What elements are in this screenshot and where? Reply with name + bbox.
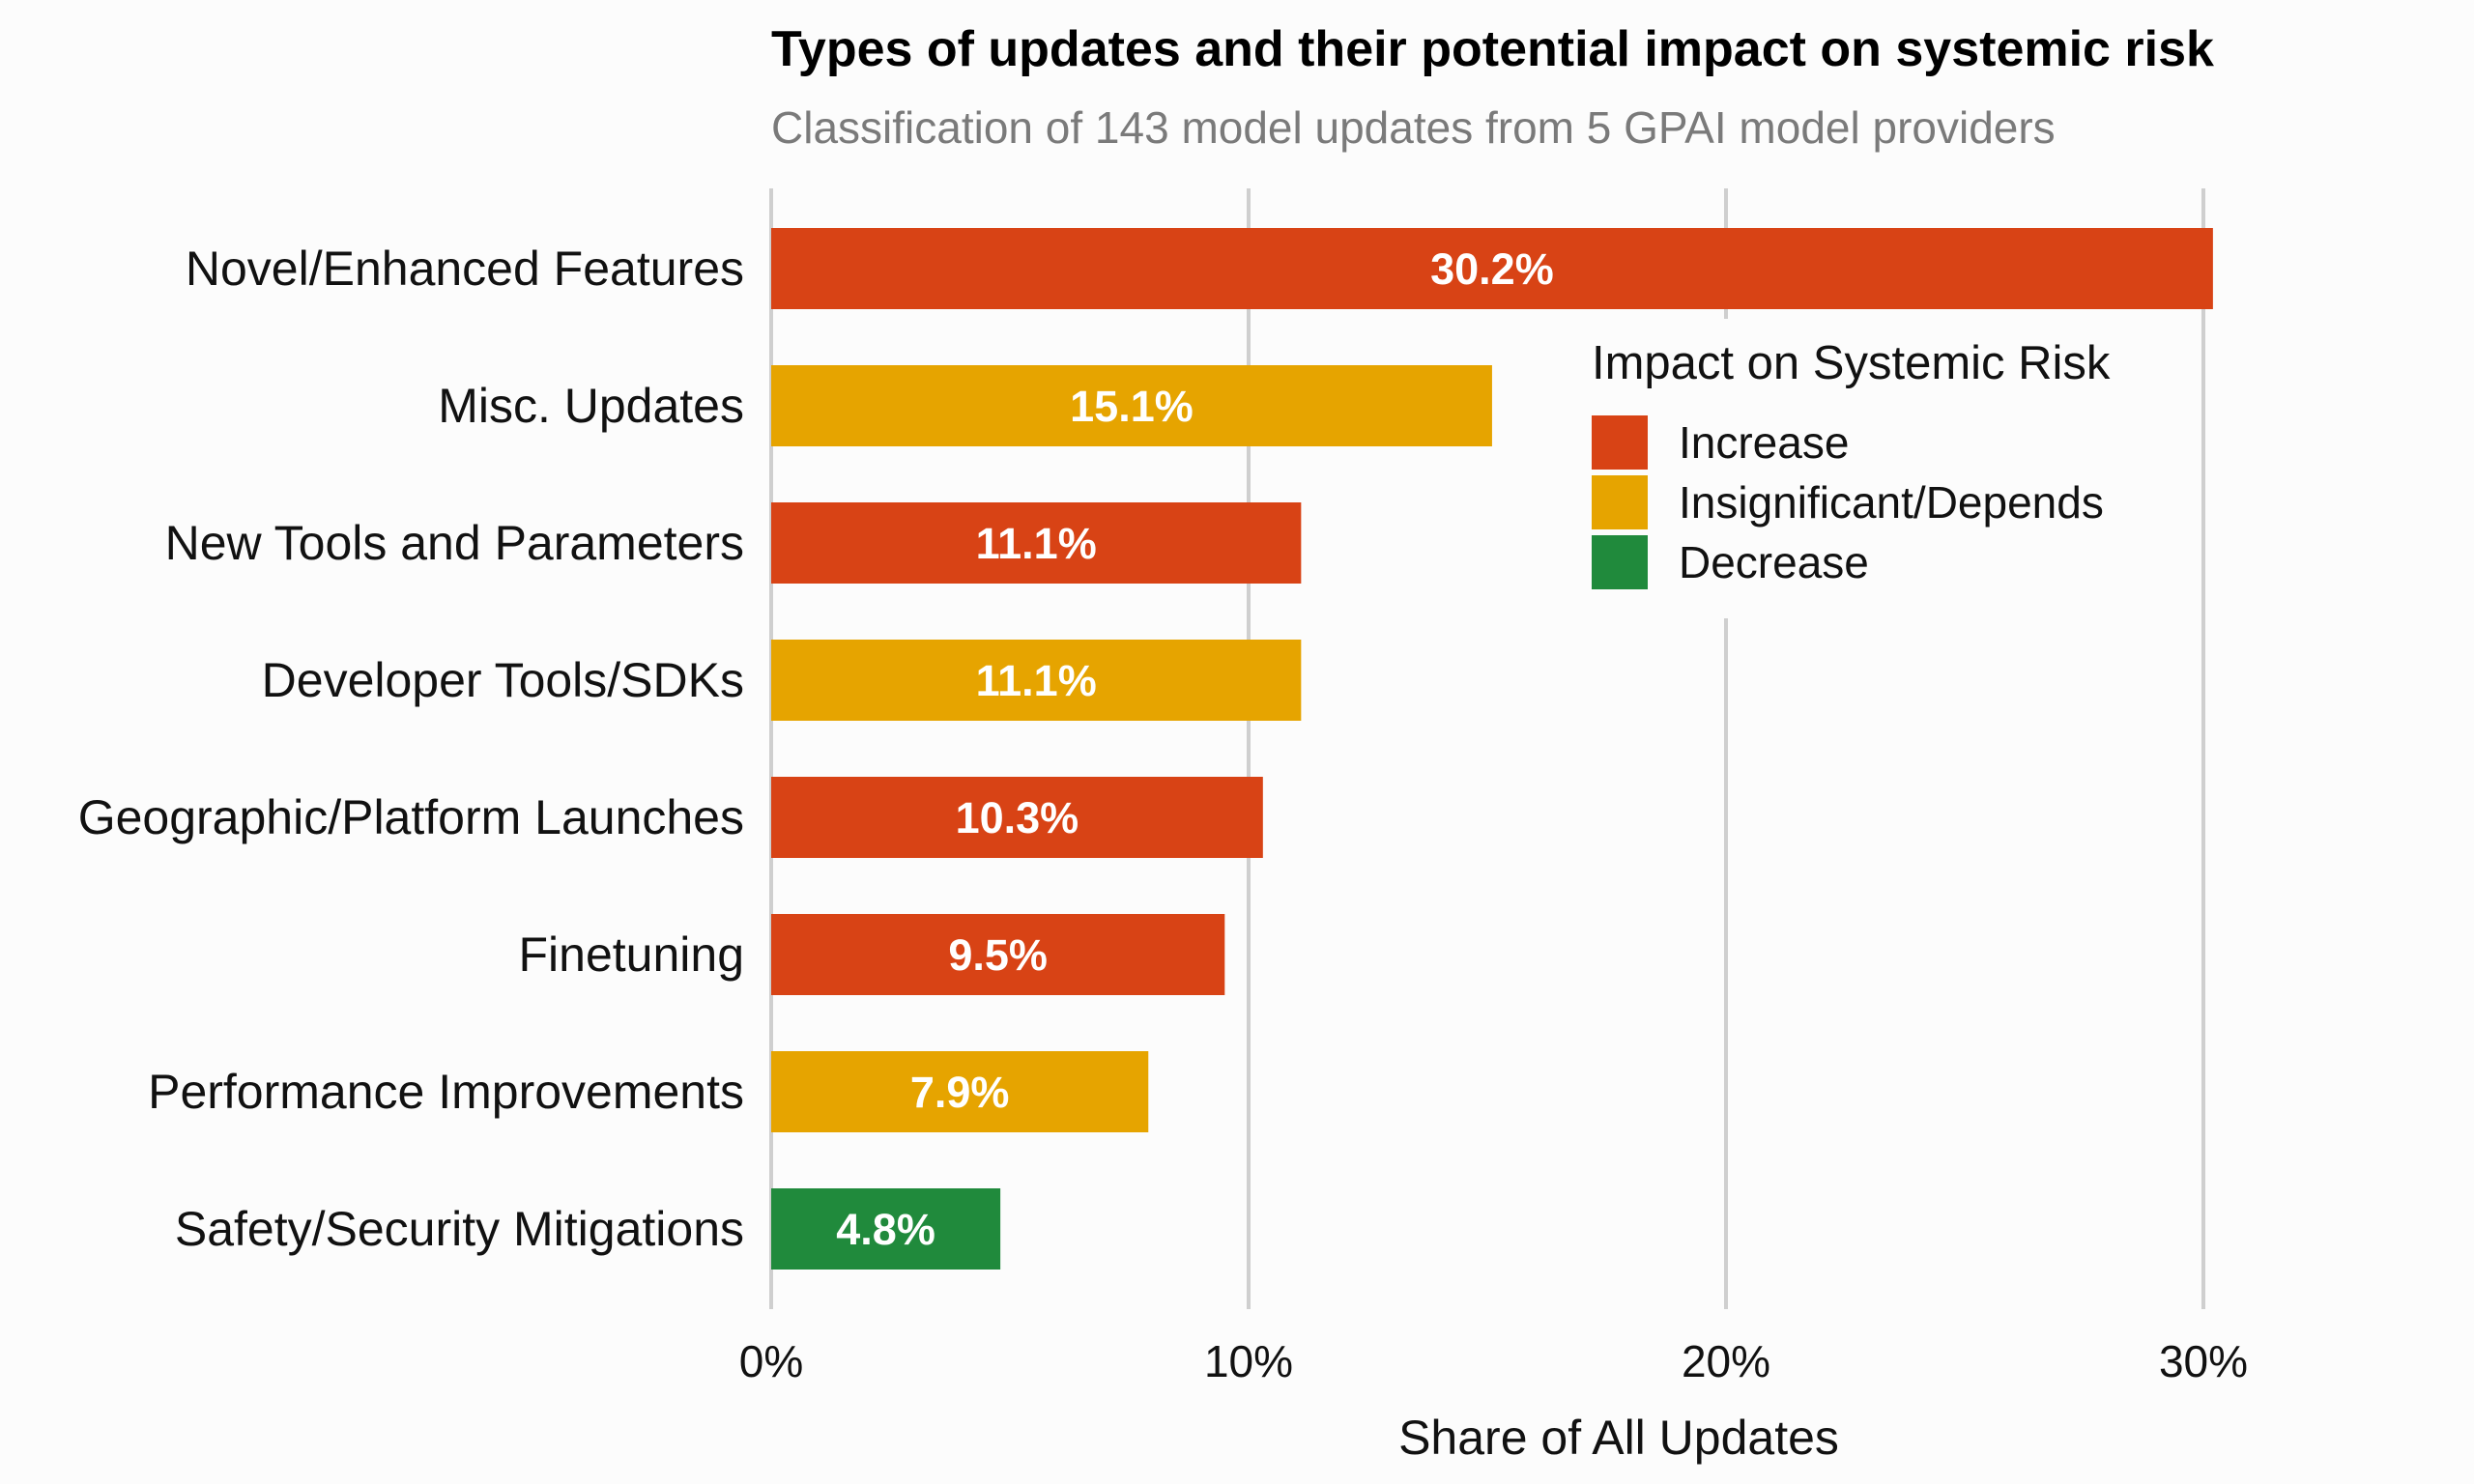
data-label-0: 30.2% bbox=[1430, 244, 1554, 294]
chart-subtitle: Classification of 143 model updates from… bbox=[771, 102, 2056, 153]
category-label-3: Developer Tools/SDKs bbox=[262, 653, 744, 707]
bar-7 bbox=[771, 1188, 1001, 1270]
bar-4 bbox=[771, 777, 1263, 858]
data-label-2: 11.1% bbox=[976, 519, 1097, 568]
legend-title: Impact on Systemic Risk bbox=[1592, 337, 2111, 389]
category-label-4: Geographic/Platform Launches bbox=[78, 790, 744, 844]
bars: 30.2% 15.1% 11.1% 11.1% 10.3% 9.5% 7.9% 4.8% bbox=[771, 228, 2213, 1270]
legend-label-insignificant: Insignificant/Depends bbox=[1679, 477, 2104, 528]
legend-label-increase: Increase bbox=[1679, 417, 1849, 468]
category-label-1: Misc. Updates bbox=[438, 379, 744, 433]
category-label-7: Safety/Security Mitigations bbox=[175, 1202, 744, 1256]
bar-5 bbox=[771, 914, 1225, 995]
bar-6 bbox=[771, 1051, 1149, 1132]
data-label-4: 10.3% bbox=[956, 793, 1079, 842]
bar-1 bbox=[771, 365, 1492, 446]
legend: Impact on Systemic Risk Increase Insignif… bbox=[1592, 337, 2111, 589]
legend-background bbox=[1575, 319, 2174, 618]
bar-2 bbox=[771, 502, 1302, 584]
category-label-5: Finetuning bbox=[519, 928, 745, 982]
category-label-0: Novel/Enhanced Features bbox=[186, 242, 744, 296]
legend-swatch-insignificant bbox=[1592, 475, 1648, 529]
data-label-5: 9.5% bbox=[948, 930, 1048, 980]
data-label-1: 15.1% bbox=[1070, 382, 1194, 431]
legend-swatch-increase bbox=[1592, 415, 1648, 470]
x-tick-label-30: 30% bbox=[2159, 1336, 2248, 1386]
category-label-2: New Tools and Parameters bbox=[165, 516, 744, 570]
bar-0 bbox=[771, 228, 2213, 309]
x-tick-label-0: 0% bbox=[739, 1336, 803, 1386]
category-labels: Novel/Enhanced Features Misc. Updates New … bbox=[78, 242, 744, 1256]
chart-title: Types of updates and their potential imp… bbox=[771, 21, 2214, 77]
legend-box bbox=[1575, 319, 2174, 618]
legend-swatch-decrease bbox=[1592, 535, 1648, 589]
bar-3 bbox=[771, 640, 1302, 721]
x-tick-label-20: 20% bbox=[1682, 1336, 1770, 1386]
category-label-6: Performance Improvements bbox=[148, 1065, 744, 1119]
x-axis-title: Share of All Updates bbox=[1398, 1411, 1839, 1465]
x-tick-labels: 0% 10% 20% 30% bbox=[739, 1336, 2248, 1386]
legend-label-decrease: Decrease bbox=[1679, 537, 1869, 587]
data-label-6: 7.9% bbox=[910, 1068, 1010, 1117]
data-label-3: 11.1% bbox=[976, 656, 1097, 705]
data-label-7: 4.8% bbox=[836, 1205, 935, 1254]
x-tick-label-10: 10% bbox=[1204, 1336, 1293, 1386]
